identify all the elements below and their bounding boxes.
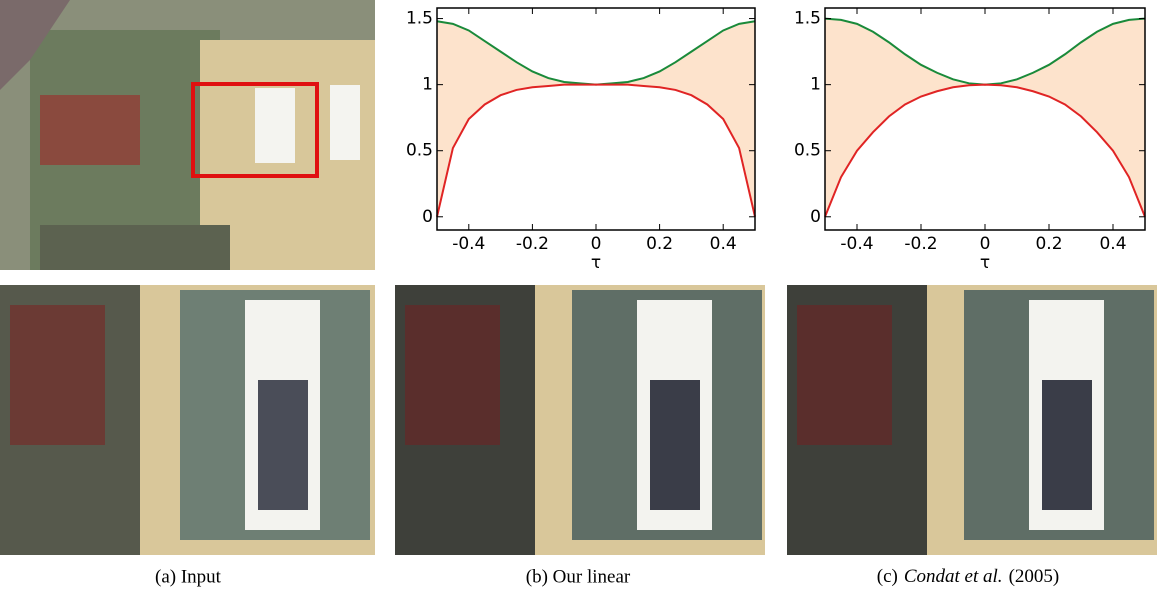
y-tick-label: 1.5 — [794, 9, 821, 29]
y-tick-label: 0 — [810, 207, 821, 227]
y-tick-label: 1 — [422, 75, 433, 95]
crop-condat — [787, 285, 1157, 555]
x-tick-label: -0.2 — [904, 234, 937, 254]
crop-ours — [395, 285, 765, 555]
y-tick-label: 0 — [422, 207, 433, 227]
x-tick-label: 0.4 — [1099, 234, 1126, 254]
x-tick-label: 0.2 — [646, 234, 673, 254]
curve — [437, 85, 755, 217]
y-tick-label: 1 — [810, 75, 821, 95]
y-tick-label: 0.5 — [794, 141, 821, 161]
caption: (a) Input — [155, 566, 222, 587]
y-tick-label: 1.5 — [406, 9, 433, 29]
input-photo — [0, 0, 375, 270]
x-tick-label: 0 — [980, 234, 991, 254]
band-fill — [437, 21, 755, 217]
x-tick-label: -0.2 — [516, 234, 549, 254]
caption-label: (c) — [877, 566, 898, 587]
caption-year: (2005) — [1009, 566, 1060, 587]
x-axis-label: τ — [591, 253, 601, 273]
caption-author: Condat et al. — [904, 566, 1003, 587]
figure: (a) Input (b) Our linear (c) Condat et al… — [0, 0, 1160, 602]
crop-input — [0, 285, 375, 555]
x-tick-label: 0 — [591, 234, 602, 254]
caption: (b) Our linear — [526, 566, 631, 587]
x-axis-label: τ — [980, 253, 990, 273]
x-tick-label: 0.2 — [1035, 234, 1062, 254]
band-fill — [825, 19, 1145, 217]
x-tick-label: -0.4 — [452, 234, 485, 254]
caption: (c) Condat et al. (2005) — [877, 566, 1059, 587]
x-tick-label: 0.4 — [710, 234, 737, 254]
x-tick-label: -0.4 — [840, 234, 873, 254]
y-tick-label: 0.5 — [406, 141, 433, 161]
